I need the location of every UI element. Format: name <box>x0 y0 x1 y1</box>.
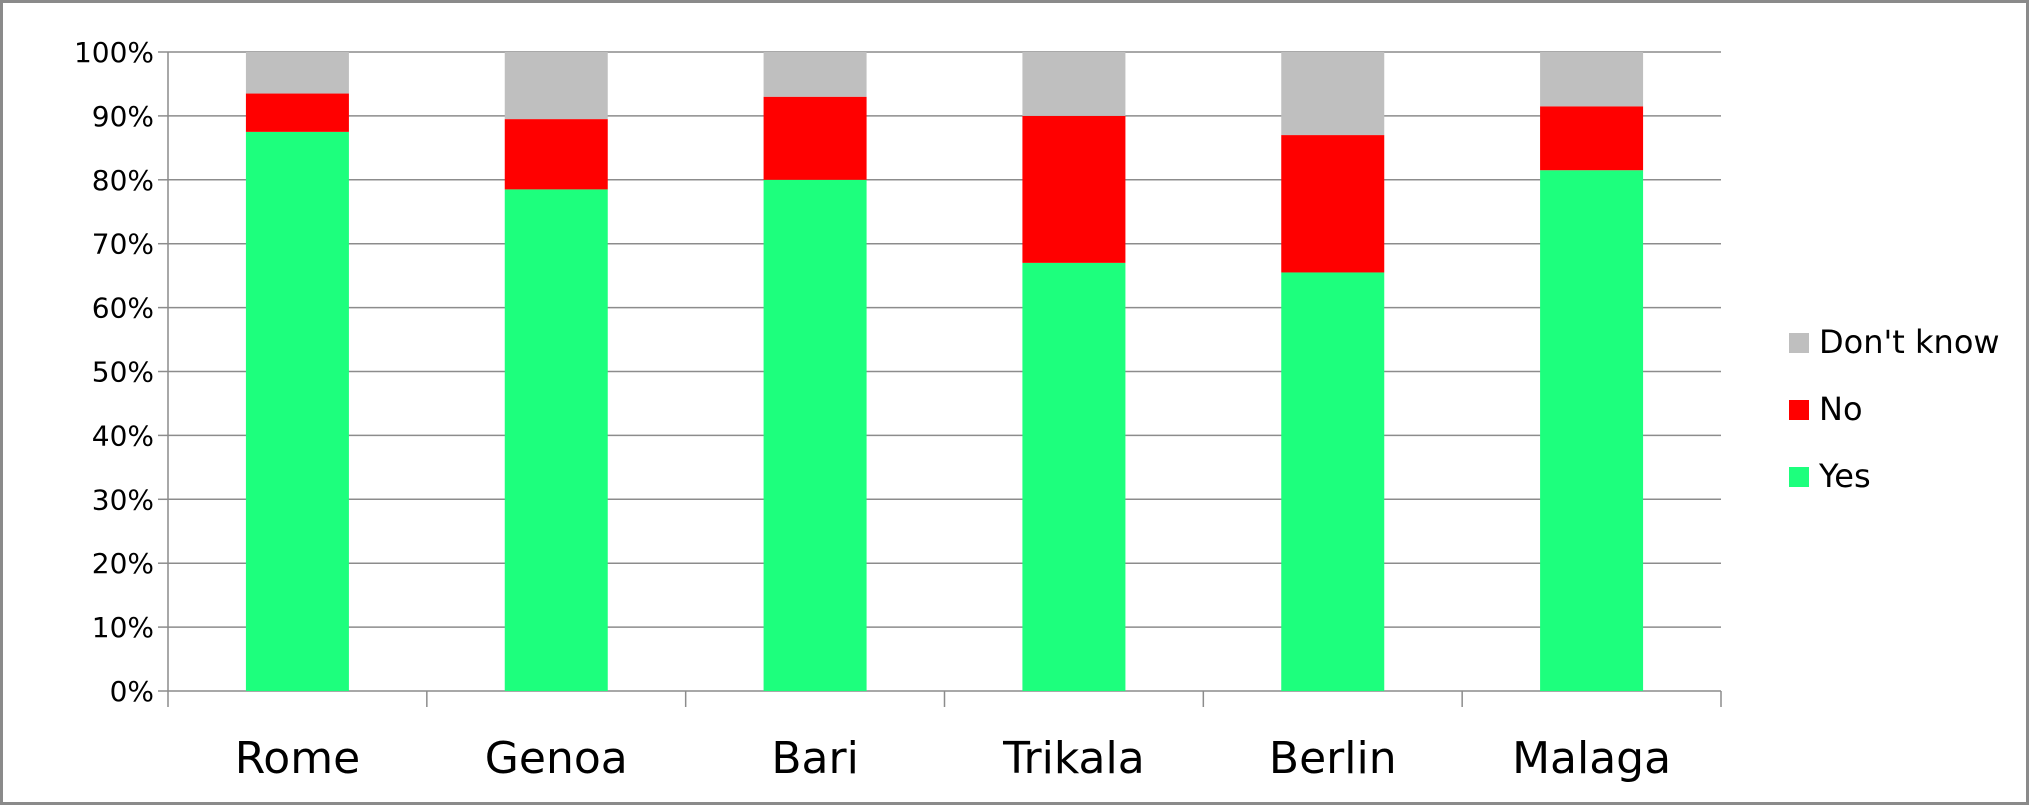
y-tick-label: 40% <box>92 419 154 452</box>
bar-genoa-don-t-know <box>504 52 608 120</box>
x-category-label: Bari <box>771 733 858 784</box>
bar-berlin-no <box>1281 135 1385 273</box>
gridlines <box>168 51 1721 628</box>
y-tick-label: 20% <box>92 547 154 580</box>
bar-berlin-yes <box>1281 272 1385 691</box>
stacked-bar-chart: 0% 10% 20% 30% 40% 50% 60% 70% 80% 90% 100% Rome Gen… <box>74 36 2000 784</box>
x-category-label: Trikala <box>1002 733 1145 784</box>
y-tick-label: 0% <box>110 675 154 708</box>
legend-label: Yes <box>1818 457 1871 495</box>
labels: 0% 10% 20% 30% 40% 50% 60% 70% 80% 90% 100% Rome Gen… <box>74 36 1671 784</box>
x-category-label: Genoa <box>485 733 628 784</box>
bar-rome-yes <box>245 131 349 691</box>
x-category-label: Malaga <box>1512 733 1671 784</box>
bar-genoa-yes <box>504 189 608 691</box>
bar-trikala-no <box>1022 115 1126 263</box>
bar-trikala-yes <box>1022 262 1126 691</box>
axes <box>158 51 1722 707</box>
y-tick-label: 80% <box>92 164 154 197</box>
legend-swatch <box>1789 400 1809 420</box>
legend: Don't know No Yes <box>1789 323 2000 495</box>
bar-bari-no <box>763 96 867 180</box>
bar-rome-don-t-know <box>245 52 349 94</box>
legend-label: Don't know <box>1819 323 2000 361</box>
bar-berlin-don-t-know <box>1281 52 1385 136</box>
y-tick-label: 90% <box>92 100 154 133</box>
legend-swatch <box>1789 467 1809 487</box>
y-tick-label: 100% <box>74 36 154 69</box>
bars <box>245 52 1644 692</box>
y-tick-label: 10% <box>92 611 154 644</box>
x-category-label: Berlin <box>1269 733 1397 784</box>
bar-bari-yes <box>763 179 867 692</box>
bar-genoa-no <box>504 119 608 190</box>
bar-bari-don-t-know <box>763 52 867 97</box>
legend-swatch <box>1789 333 1809 353</box>
bar-trikala-don-t-know <box>1022 52 1126 116</box>
legend-label: No <box>1819 390 1863 428</box>
y-tick-label: 60% <box>92 292 154 325</box>
bar-malaga-don-t-know <box>1540 52 1644 107</box>
x-category-label: Rome <box>235 733 360 784</box>
y-tick-label: 70% <box>92 228 154 261</box>
bar-malaga-yes <box>1540 170 1644 692</box>
y-tick-label: 50% <box>92 356 154 389</box>
bar-malaga-no <box>1540 106 1644 171</box>
bar-rome-no <box>245 93 349 132</box>
y-tick-label: 30% <box>92 483 154 516</box>
